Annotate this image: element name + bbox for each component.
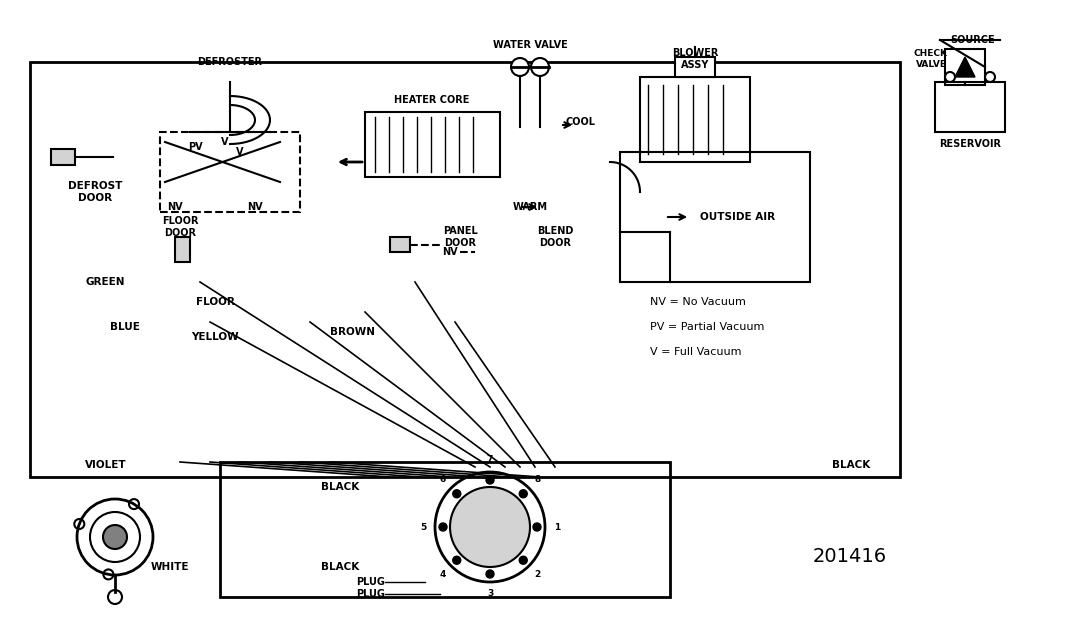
Text: V: V	[237, 147, 243, 157]
Bar	[640, 77, 750, 162]
Circle shape	[486, 570, 494, 578]
Text: PV: PV	[188, 142, 202, 152]
Text: PANEL
DOOR: PANEL DOOR	[442, 226, 478, 248]
Circle shape	[453, 556, 461, 564]
Text: PLUG: PLUG	[356, 589, 385, 599]
Circle shape	[531, 58, 549, 76]
Text: PLUG: PLUG	[356, 577, 385, 587]
Bar	[675, 57, 715, 77]
Text: NV: NV	[168, 202, 183, 212]
Bar	[51, 149, 75, 165]
Text: 201416: 201416	[813, 547, 888, 567]
Circle shape	[439, 523, 448, 531]
Bar	[365, 112, 501, 177]
Text: CHECK
VALVE: CHECK VALVE	[913, 49, 947, 68]
Text: COOL: COOL	[565, 117, 595, 127]
Text: FLOOR: FLOOR	[196, 297, 235, 307]
Text: DEFROST
DOOR: DEFROST DOOR	[68, 181, 122, 203]
Bar	[30, 62, 900, 477]
Text: GREEN: GREEN	[85, 277, 124, 287]
Circle shape	[533, 523, 540, 531]
Text: V = Full Vacuum: V = Full Vacuum	[650, 347, 742, 357]
Text: SOURCE: SOURCE	[950, 35, 995, 45]
Text: BLOWER
ASSY: BLOWER ASSY	[671, 48, 718, 70]
Text: 5: 5	[419, 522, 426, 532]
Text: NV: NV	[442, 247, 458, 257]
Text: OUTSIDE AIR: OUTSIDE AIR	[700, 212, 775, 222]
Text: BLACK: BLACK	[321, 562, 359, 572]
Polygon shape	[955, 57, 975, 77]
Text: 2: 2	[534, 570, 540, 579]
Text: 8: 8	[534, 475, 540, 484]
Circle shape	[103, 525, 126, 549]
Text: 3: 3	[486, 590, 493, 598]
Bar	[935, 82, 1005, 132]
Text: 4: 4	[440, 570, 445, 579]
Text: PV = Partial Vacuum: PV = Partial Vacuum	[650, 322, 764, 332]
Circle shape	[450, 487, 530, 567]
Text: 7: 7	[486, 455, 493, 465]
Text: YELLOW: YELLOW	[191, 332, 239, 342]
Circle shape	[519, 556, 528, 564]
Text: 6: 6	[440, 475, 445, 484]
Text: BROWN: BROWN	[330, 327, 375, 337]
Bar	[390, 237, 410, 252]
Bar	[160, 132, 301, 212]
Text: BLACK: BLACK	[321, 482, 359, 492]
Text: HEATER CORE: HEATER CORE	[395, 95, 469, 105]
Text: 1: 1	[553, 522, 560, 532]
Circle shape	[511, 58, 529, 76]
Text: NV = No Vacuum: NV = No Vacuum	[650, 297, 746, 307]
Circle shape	[453, 490, 461, 498]
Circle shape	[519, 490, 528, 498]
Text: DEFROSTER: DEFROSTER	[198, 57, 263, 67]
Text: RESERVOIR: RESERVOIR	[939, 139, 1001, 149]
Bar	[221, 462, 670, 597]
Bar	[175, 237, 190, 262]
Bar	[945, 49, 985, 85]
Text: BLACK: BLACK	[831, 460, 870, 470]
Text: V: V	[222, 137, 229, 147]
Text: BLUE: BLUE	[110, 322, 139, 332]
Text: NV: NV	[248, 202, 263, 212]
Text: BLEND
DOOR: BLEND DOOR	[537, 226, 573, 248]
Text: WARM: WARM	[512, 202, 547, 212]
Bar	[620, 152, 810, 282]
Text: WHITE: WHITE	[150, 562, 189, 572]
Text: VIOLET: VIOLET	[85, 460, 126, 470]
Text: WATER VALVE: WATER VALVE	[493, 40, 568, 50]
Text: FLOOR
DOOR: FLOOR DOOR	[162, 216, 198, 238]
Circle shape	[486, 476, 494, 484]
